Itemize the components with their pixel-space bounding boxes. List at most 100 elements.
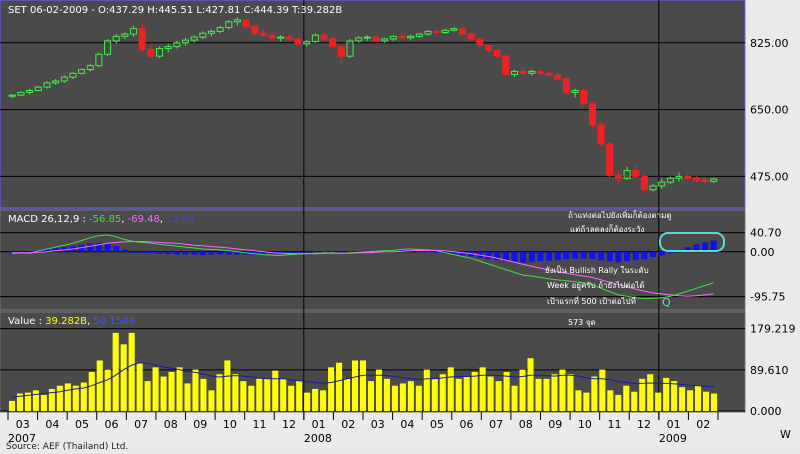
volume-bar <box>24 392 31 411</box>
volume-bar <box>527 358 534 411</box>
macd-legend-part-1: -56.85 <box>89 214 121 225</box>
macd-histogram-bar <box>121 249 128 252</box>
candle-body <box>225 21 233 29</box>
macd-tick-label: -95.75 <box>750 291 785 304</box>
volume-bar <box>351 360 359 411</box>
time-tick-label: 04 <box>400 418 414 431</box>
volume-series <box>8 332 718 411</box>
candle-body <box>294 38 302 45</box>
macd-histogram-bar <box>199 251 206 256</box>
candle-body <box>485 44 493 51</box>
macd-histogram-bar <box>693 244 700 252</box>
volume-legend-part-2: , <box>87 316 93 327</box>
macd-histogram-bar <box>554 251 561 261</box>
candle-body <box>95 53 103 67</box>
volume-bar <box>671 381 678 411</box>
candle-body <box>493 49 501 57</box>
candle-body <box>181 39 190 44</box>
candle-body <box>545 72 553 76</box>
volume-bar <box>631 391 638 411</box>
volume-bar <box>479 367 486 411</box>
macd-histogram-bar <box>295 251 302 253</box>
macd-histogram-bar <box>303 251 310 253</box>
volume-bar <box>511 385 518 411</box>
candle-body <box>43 82 51 88</box>
candle-body <box>60 76 68 82</box>
macd-histogram-bar <box>650 251 657 257</box>
macd-histogram-bar <box>147 251 154 254</box>
macd-histogram-bar <box>468 251 475 257</box>
volume-bar <box>160 376 167 411</box>
time-tick-label: 03 <box>16 418 30 431</box>
volume-bar <box>583 392 590 411</box>
candle-body <box>614 174 622 179</box>
candle-body <box>519 70 527 74</box>
macd-histogram-bar <box>104 243 111 252</box>
macd-histogram-bar <box>338 251 345 253</box>
macd-histogram-bar <box>563 251 570 260</box>
candle-body <box>147 48 155 57</box>
time-tick-label: 08 <box>164 418 178 431</box>
volume-bar <box>48 388 55 411</box>
candle-body <box>381 38 389 42</box>
volume-bar <box>176 367 183 411</box>
time-tick-label: 01 <box>667 418 681 431</box>
macd-histogram-bar <box>217 251 224 255</box>
macd-histogram-bar <box>589 251 596 259</box>
volume-bar <box>383 378 390 411</box>
volume-bar <box>423 369 430 411</box>
macd-histogram-bar <box>615 251 622 263</box>
volume-bar <box>655 392 662 411</box>
volume-tick-label: 179.219 <box>750 323 796 336</box>
volume-legend-part-0: Value : <box>8 316 45 327</box>
candle-body <box>259 32 267 36</box>
macd-legend-part-0: MACD 26,12,9 : <box>8 214 89 225</box>
volume-bar <box>200 378 207 411</box>
macd-histogram-bar <box>511 251 518 263</box>
volume-bar <box>224 360 231 411</box>
macd-histogram-bar <box>286 251 293 253</box>
macd-histogram-bar <box>710 240 717 252</box>
time-tick-label: 02 <box>696 418 710 431</box>
volume-bar <box>232 374 239 411</box>
price-axis-strip <box>745 0 800 450</box>
candle-body <box>233 19 241 23</box>
candle-body <box>8 94 16 97</box>
volume-bar <box>535 378 542 411</box>
macd-histogram-bar <box>191 251 198 255</box>
volume-bar <box>152 367 159 411</box>
volume-bar <box>248 385 255 411</box>
candle-body <box>424 30 432 35</box>
macd-histogram-bar <box>598 251 605 261</box>
time-tick-label: 07 <box>489 418 503 431</box>
axis-corner-label: W <box>780 428 791 441</box>
candle-body <box>415 33 423 37</box>
volume-bar <box>216 374 223 411</box>
volume-bar <box>375 369 382 411</box>
macd-histogram-bar <box>433 251 440 253</box>
candle-body <box>34 86 42 92</box>
volume-bar <box>623 385 630 411</box>
candle-body <box>164 46 172 50</box>
candle-body <box>675 175 683 179</box>
candle-body <box>684 175 692 179</box>
candle-body <box>510 70 519 75</box>
candle-body <box>433 30 441 34</box>
volume-tick-label: 0.000 <box>750 405 782 418</box>
macd-histogram-bar <box>494 251 501 261</box>
volume-bar <box>695 385 702 411</box>
macd-histogram-bar <box>156 251 163 254</box>
macd-legend-part-4: , <box>160 214 166 225</box>
candle-body <box>130 28 138 35</box>
annotation-marker-q: Q <box>662 296 671 309</box>
candle-body <box>398 35 406 39</box>
macd-histogram-bar <box>173 251 180 255</box>
macd-tick-label: 0.00 <box>750 246 775 259</box>
volume-bar <box>559 369 566 411</box>
candle-body <box>199 32 207 38</box>
candle-body <box>268 34 276 39</box>
macd-histogram-bar <box>424 251 431 253</box>
volume-bar <box>447 367 454 411</box>
volume-bar <box>407 381 414 411</box>
